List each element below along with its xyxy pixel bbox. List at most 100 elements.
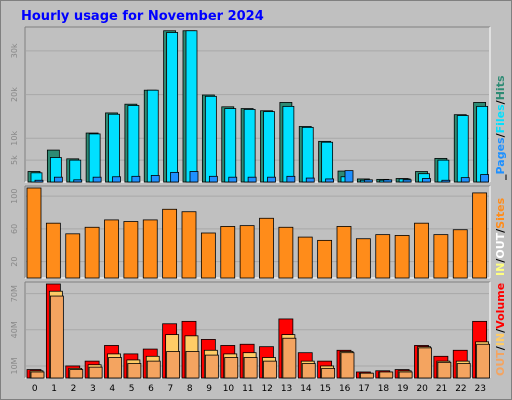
- x-tick-label: 22: [455, 384, 466, 394]
- volume-panel-legend-entry: OUT: [494, 350, 507, 376]
- sites-bar: [162, 208, 178, 279]
- sites-bar: [278, 226, 294, 279]
- out-bar: [476, 343, 491, 379]
- volume-panel-legend-entry: /: [494, 345, 507, 350]
- out-bar: [146, 360, 161, 379]
- sites-bar: [181, 211, 197, 279]
- hits-panel-legend-entry: Pages: [494, 137, 507, 175]
- sites-panel-legend-entry: OUT: [494, 232, 507, 258]
- sites-panel-legend-entry: /: [494, 258, 507, 263]
- volume-panel-tick-label: 40M: [10, 321, 19, 338]
- sites-bar: [375, 234, 391, 279]
- pages-bar: [150, 175, 160, 183]
- out-bar: [301, 363, 316, 379]
- files-bar: [437, 159, 450, 183]
- out-bar: [224, 357, 239, 379]
- pages-bar: [228, 176, 238, 183]
- sites-bar: [200, 232, 216, 279]
- sites-panel-tick-label: 20: [10, 257, 19, 267]
- out-bar: [359, 372, 374, 379]
- x-tick-label: 0: [32, 384, 38, 394]
- out-bar: [185, 351, 200, 379]
- hits-panel-tick-label: 30k: [10, 43, 19, 58]
- x-tick-label: 2: [71, 384, 77, 394]
- pages-bar: [305, 177, 315, 183]
- x-tick-label: 17: [358, 384, 369, 394]
- files-bar: [476, 105, 489, 183]
- sites-bar: [433, 234, 449, 279]
- out-bar: [108, 357, 122, 379]
- sites-panel-legend-entry: IN: [494, 263, 507, 276]
- pages-bar: [402, 179, 412, 183]
- out-bar: [263, 360, 277, 379]
- files-bar: [301, 126, 314, 183]
- sites-panel-legend-entry: Sites: [494, 197, 507, 228]
- sites-bar: [142, 219, 158, 279]
- files-bar: [127, 105, 140, 183]
- files-bar: [224, 108, 237, 183]
- x-tick-label: 5: [129, 384, 135, 394]
- hits-panel-legend-entry: Files: [494, 104, 507, 134]
- sites-bar: [259, 217, 274, 279]
- x-tick-label: 14: [300, 384, 312, 394]
- x-tick-label: 11: [242, 384, 253, 394]
- pages-bar: [422, 178, 431, 183]
- files-bar: [456, 115, 469, 183]
- pages-bar: [267, 176, 276, 183]
- pages-bar: [460, 177, 470, 183]
- volume-panel-tick-label: 70M: [10, 285, 19, 302]
- pages-bar: [131, 175, 141, 183]
- files-bar: [69, 159, 82, 183]
- sites-bar: [123, 221, 139, 279]
- x-tick-label: 4: [109, 384, 115, 394]
- x-tick-label: 1: [51, 384, 57, 394]
- sites-bar: [355, 238, 371, 279]
- pages-bar: [112, 176, 121, 183]
- sites-bar: [84, 226, 100, 279]
- x-tick-label: 6: [148, 384, 154, 394]
- x-tick-label: 3: [90, 384, 96, 394]
- out-bar: [321, 367, 336, 379]
- pages-bar: [247, 176, 257, 183]
- out-bar: [456, 363, 471, 379]
- sites-panel-plot-area: [25, 186, 490, 278]
- out-bar: [127, 363, 142, 379]
- x-tick-label: 7: [167, 384, 173, 394]
- out-bar: [418, 347, 432, 379]
- pages-bar: [383, 179, 393, 183]
- x-tick-label: 15: [320, 384, 331, 394]
- pages-bar: [286, 175, 296, 183]
- pages-bar: [73, 179, 83, 183]
- out-bar: [69, 369, 84, 379]
- pages-bar: [189, 171, 199, 183]
- out-bar: [204, 354, 219, 379]
- hits-panel-tick-label: 10k: [10, 131, 19, 146]
- files-bar: [243, 109, 256, 183]
- x-tick-label: 13: [281, 384, 292, 394]
- volume-panel-legend-entry: /: [494, 328, 507, 333]
- volume-panel-legend: OUT/IN/Volume: [494, 283, 507, 376]
- x-tick-label: 19: [397, 384, 409, 394]
- pages-bar: [170, 171, 180, 183]
- x-tick-label: 21: [436, 384, 447, 394]
- out-bar: [398, 371, 413, 379]
- out-bar: [166, 351, 181, 379]
- pages-bar: [53, 176, 63, 183]
- sites-bar: [104, 219, 119, 279]
- out-bar: [379, 371, 394, 379]
- out-bar: [340, 352, 355, 379]
- sites-bar: [45, 222, 61, 279]
- files-bar: [146, 89, 159, 183]
- sites-bar: [239, 225, 255, 279]
- out-bar: [282, 337, 297, 379]
- hits-panel-legend: _Pages/Files/Hits: [494, 75, 507, 180]
- out-bar: [437, 361, 452, 379]
- files-bar: [204, 95, 217, 183]
- sites-bar: [336, 226, 352, 279]
- hits-panel-legend-entry: Hits: [494, 75, 507, 100]
- sites-bar: [394, 235, 410, 279]
- sites-panel-tick-label: 100: [10, 189, 19, 204]
- chart-title: Hourly usage for November 2024: [21, 9, 264, 24]
